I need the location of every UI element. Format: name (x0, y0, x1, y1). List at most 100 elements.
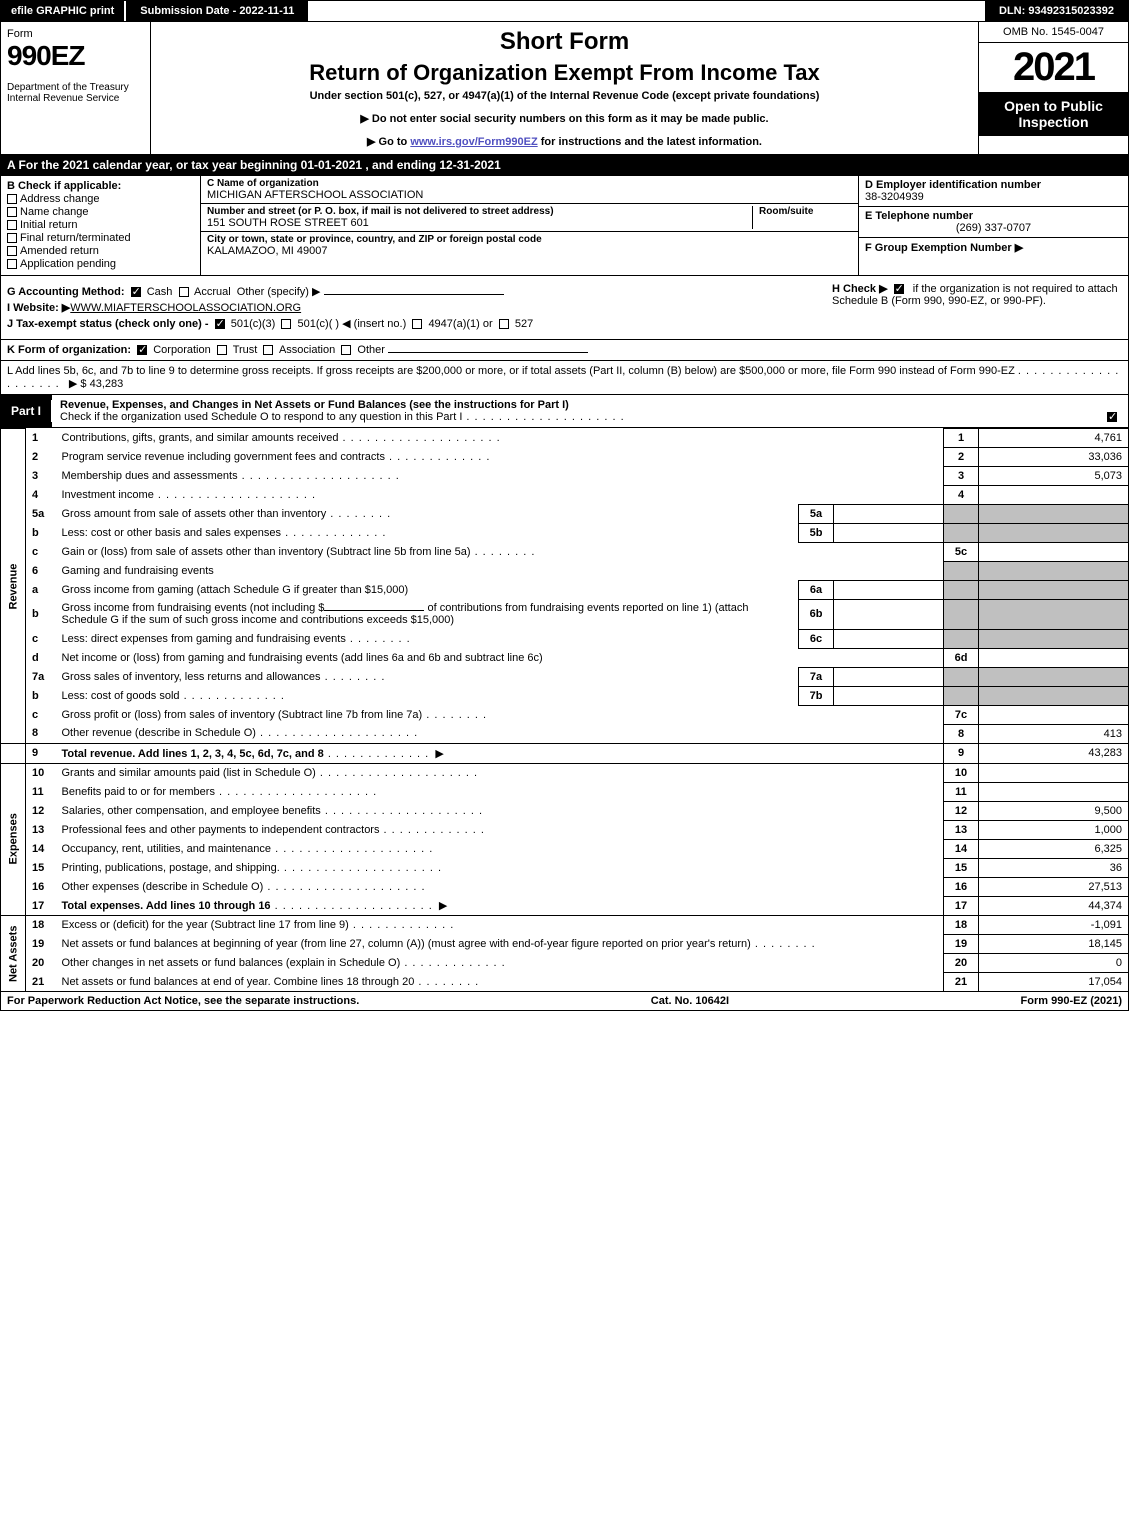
line-7c-no: 7c (944, 705, 979, 724)
checkbox-name-change[interactable] (7, 207, 17, 217)
label-amended-return: Amended return (20, 245, 99, 257)
checkbox-527[interactable] (499, 319, 509, 329)
line-11-dots (215, 786, 377, 798)
line-11-num: 11 (26, 782, 56, 801)
checkbox-corporation[interactable] (137, 345, 147, 355)
part1-check-text: Check if the organization used Schedule … (60, 411, 462, 423)
label-accrual: Accrual (194, 286, 231, 298)
checkbox-trust[interactable] (217, 345, 227, 355)
line-6c-shade (944, 629, 979, 648)
checkbox-address-change[interactable] (7, 194, 17, 204)
label-initial-return: Initial return (20, 219, 77, 231)
line-21-no: 21 (944, 973, 979, 992)
form-label: Form (7, 28, 144, 40)
line-20-dots (400, 957, 505, 969)
other-org-input[interactable] (388, 352, 588, 353)
checkbox-application-pending[interactable] (7, 259, 17, 269)
line-16-num: 16 (26, 877, 56, 896)
line-8-amount: 413 (979, 724, 1129, 743)
line-7a-num: 7a (26, 667, 56, 686)
line-6b-num: b (26, 599, 56, 629)
phone-value: (269) 337-0707 (865, 222, 1122, 234)
street-value: 151 SOUTH ROSE STREET 601 (207, 217, 752, 229)
checkbox-schedule-o[interactable] (1107, 412, 1117, 422)
ein-label: D Employer identification number (865, 179, 1041, 191)
line-15-desc: Printing, publications, postage, and shi… (62, 862, 280, 874)
line-5c-num: c (26, 543, 56, 562)
line-10-dots (316, 767, 478, 779)
line-5a-shade (944, 505, 979, 524)
checkbox-schedule-b[interactable] (894, 284, 904, 294)
label-final-return: Final return/terminated (20, 232, 131, 244)
line-4-num: 4 (26, 486, 56, 505)
omb-number: OMB No. 1545-0047 (979, 22, 1128, 43)
line-3-num: 3 (26, 467, 56, 486)
line-14-amount: 6,325 (979, 839, 1129, 858)
revenue-side-label: Revenue (1, 429, 26, 744)
note-ssn: ▶ Do not enter social security numbers o… (161, 112, 968, 125)
other-specify-input[interactable] (324, 294, 504, 295)
line-3-no: 3 (944, 467, 979, 486)
line-12-num: 12 (26, 801, 56, 820)
line-17-amount: 44,374 (979, 896, 1129, 916)
line-6b-subval (834, 599, 944, 629)
checkbox-accrual[interactable] (179, 287, 189, 297)
line-17-dots (271, 900, 433, 912)
line-4-no: 4 (944, 486, 979, 505)
revenue-side-blank (1, 743, 26, 763)
line-2-amount: 33,036 (979, 448, 1129, 467)
label-corporation: Corporation (153, 344, 210, 356)
footer-right: Form 990-EZ (2021) (1021, 995, 1122, 1007)
line-5a-shade2 (979, 505, 1129, 524)
line-11-no: 11 (944, 782, 979, 801)
checkbox-association[interactable] (263, 345, 273, 355)
line-6c-sublabel: 6c (799, 629, 834, 648)
line-7b-dots (180, 690, 285, 702)
main-title: Return of Organization Exempt From Incom… (161, 60, 968, 86)
checkbox-501c3[interactable] (215, 319, 225, 329)
line-14-num: 14 (26, 839, 56, 858)
line-5c-no: 5c (944, 543, 979, 562)
line-7c-num: c (26, 705, 56, 724)
line-18-desc: Excess or (deficit) for the year (Subtra… (62, 919, 349, 931)
checkbox-initial-return[interactable] (7, 220, 17, 230)
org-name: MICHIGAN AFTERSCHOOL ASSOCIATION (207, 189, 852, 201)
checkbox-501c[interactable] (281, 319, 291, 329)
line-6b-input[interactable] (324, 610, 424, 611)
part1-title: Revenue, Expenses, and Changes in Net As… (60, 399, 569, 411)
line-8-num: 8 (26, 724, 56, 743)
checkbox-4947[interactable] (412, 319, 422, 329)
line-13-desc: Professional fees and other payments to … (62, 824, 380, 836)
line-21-dots (414, 976, 479, 988)
line-5b-desc: Less: cost or other basis and sales expe… (62, 527, 282, 539)
line-20-num: 20 (26, 954, 56, 973)
netassets-side-label: Net Assets (1, 916, 26, 992)
line-18-no: 18 (944, 916, 979, 935)
line-5b-sublabel: 5b (799, 524, 834, 543)
room-label: Room/suite (759, 206, 852, 217)
line-4-desc: Investment income (62, 489, 154, 501)
line-7b-num: b (26, 686, 56, 705)
line-1-dots (338, 432, 500, 444)
line-9-no: 9 (944, 743, 979, 763)
line-7a-subval (834, 667, 944, 686)
label-4947: 4947(a)(1) or (428, 318, 492, 330)
checkbox-cash[interactable] (131, 287, 141, 297)
line-21-num: 21 (26, 973, 56, 992)
checkbox-other-org[interactable] (341, 345, 351, 355)
line-5a-num: 5a (26, 505, 56, 524)
checkbox-amended-return[interactable] (7, 246, 17, 256)
website-link[interactable]: WWW.MIAFTERSCHOOLASSOCIATION.ORG (70, 302, 301, 314)
line-6c-num: c (26, 629, 56, 648)
expenses-side-label: Expenses (1, 763, 26, 916)
street-label: Number and street (or P. O. box, if mail… (207, 206, 752, 217)
note-goto: ▶ Go to www.irs.gov/Form990EZ for instru… (161, 135, 968, 148)
line-10-desc: Grants and similar amounts paid (list in… (62, 767, 316, 779)
line-1-no: 1 (944, 429, 979, 448)
submission-date: Submission Date - 2022-11-11 (126, 1, 308, 21)
efile-print-button[interactable]: efile GRAPHIC print (1, 1, 126, 21)
checkbox-final-return[interactable] (7, 233, 17, 243)
label-cash: Cash (147, 286, 173, 298)
irs-link[interactable]: www.irs.gov/Form990EZ (410, 136, 537, 148)
line-2-dots (385, 451, 490, 463)
